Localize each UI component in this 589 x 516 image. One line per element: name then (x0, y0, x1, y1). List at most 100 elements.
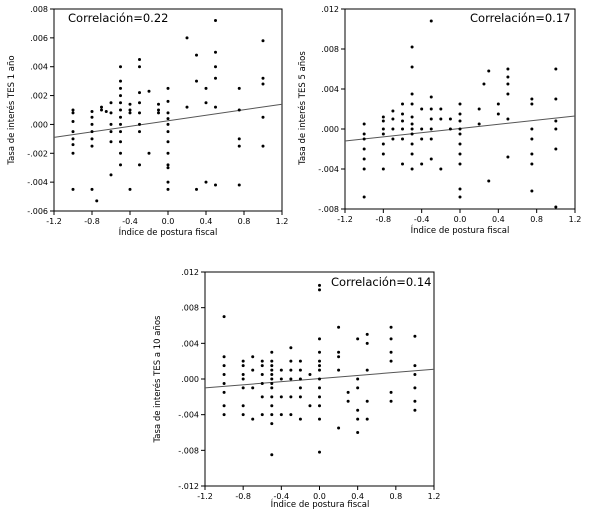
y-axis-label: Tasa de interés TES a 10 años (152, 315, 163, 444)
data-point (214, 19, 217, 23)
y-tick-label: .008 (321, 45, 339, 54)
data-point (530, 102, 534, 106)
data-point (458, 127, 462, 131)
data-point (166, 140, 170, 144)
x-tick-label: -0.4 (414, 215, 430, 224)
data-point (308, 373, 312, 377)
data-point (413, 386, 417, 390)
data-point (270, 373, 274, 377)
data-point (261, 144, 265, 148)
data-point (477, 107, 481, 111)
data-point (157, 108, 160, 112)
y-tick-label: .000 (181, 375, 199, 384)
x-tick-label: 0.8 (530, 215, 543, 224)
x-tick-label: -0.4 (122, 217, 138, 226)
data-point (477, 122, 481, 126)
data-point (251, 355, 255, 359)
data-point (298, 368, 302, 372)
data-point (104, 109, 108, 113)
data-point (128, 102, 132, 106)
data-point (429, 127, 433, 131)
data-point (128, 187, 132, 191)
data-point (365, 417, 369, 421)
data-point (506, 82, 510, 86)
data-point (554, 147, 558, 151)
data-point (389, 337, 393, 341)
scatter-panel-1: .008 .006 .004 .002 .000 -.002 -.004 -.006-1.2 -… (6, 5, 288, 238)
data-point (222, 381, 226, 385)
data-point (138, 58, 141, 61)
y-tick-label: .006 (30, 34, 48, 43)
data-point (241, 404, 245, 408)
data-point (90, 144, 94, 148)
data-point (362, 147, 366, 151)
data-point (147, 151, 151, 155)
data-point (318, 450, 321, 454)
data-point (401, 112, 404, 116)
data-point (554, 67, 558, 71)
data-point (356, 337, 360, 341)
data-point (506, 92, 510, 96)
data-point (222, 355, 226, 359)
data-point (496, 112, 500, 116)
data-point (410, 142, 414, 146)
data-point (318, 350, 321, 354)
data-point (410, 127, 414, 131)
data-point (289, 413, 293, 417)
y-tick-label: .004 (321, 85, 339, 94)
data-point (222, 364, 226, 368)
data-point (439, 107, 443, 111)
data-point (279, 395, 283, 399)
data-point (109, 130, 113, 134)
data-point (356, 377, 360, 381)
data-point (487, 179, 491, 183)
data-point (389, 350, 393, 354)
y-tick-label: -.008 (318, 205, 339, 214)
data-point (260, 395, 264, 399)
data-point (381, 115, 385, 119)
y-tick-label: .000 (30, 120, 48, 129)
data-point (420, 127, 424, 131)
data-point (458, 112, 462, 116)
data-point (389, 359, 393, 363)
data-point (109, 111, 113, 115)
data-point (237, 137, 241, 141)
data-point (241, 359, 245, 363)
data-point (381, 132, 385, 136)
data-point (458, 119, 462, 123)
data-point (90, 122, 94, 126)
data-point (270, 359, 274, 363)
x-tick-label: 1.2 (569, 215, 582, 224)
data-point (109, 140, 113, 144)
data-point (90, 137, 94, 141)
y-tick-label: .004 (30, 63, 48, 72)
data-point (337, 350, 341, 354)
data-point (410, 92, 414, 96)
data-point (429, 19, 433, 23)
data-point (410, 45, 414, 49)
data-point (365, 399, 369, 403)
y-tick-label: .012 (181, 268, 199, 277)
data-point (71, 137, 75, 141)
data-point (530, 152, 534, 156)
data-point (401, 127, 404, 131)
data-point (487, 69, 491, 73)
data-point (356, 408, 360, 412)
data-point (251, 368, 255, 372)
data-point (214, 76, 217, 80)
data-point (337, 355, 341, 359)
data-point (71, 143, 75, 147)
data-point (308, 404, 312, 408)
y-tick-label: -.002 (27, 149, 48, 158)
x-tick-label: 1.2 (276, 217, 289, 226)
data-point (138, 122, 141, 126)
data-point (147, 89, 151, 93)
data-point (381, 152, 385, 156)
data-point (298, 395, 302, 399)
data-point (119, 115, 122, 119)
y-tick-label: -.004 (27, 178, 48, 187)
data-point (554, 127, 558, 131)
x-tick-label: 1.2 (428, 492, 441, 501)
data-point (401, 119, 404, 123)
